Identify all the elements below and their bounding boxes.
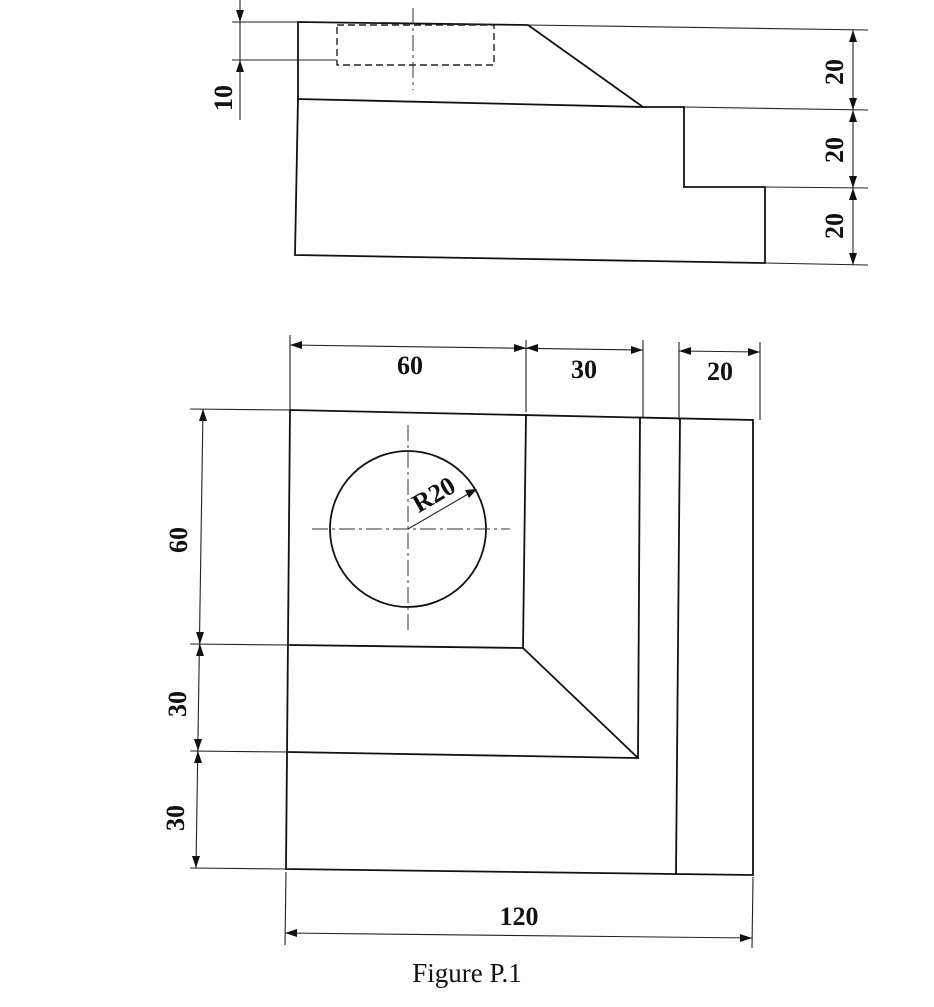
dim-right-ext-1 (527, 24, 869, 31)
dim-upper-height-label: 60 (164, 527, 193, 553)
dim-top-arrow-5 (679, 347, 691, 355)
dim-total-width-label: 120 (500, 902, 539, 931)
dim-middle-width-label: 30 (571, 355, 597, 384)
dim-right-arrow-5 (849, 188, 857, 200)
dim-right-width-label: 20 (707, 357, 733, 386)
dim-left-arrow-1 (199, 409, 207, 421)
top-view-outline (285, 409, 754, 876)
dim-right-arrow-3 (849, 110, 857, 122)
dim-hole-depth-label: 10 (209, 85, 238, 111)
dim-top-arrow-1 (290, 341, 302, 349)
radius-arrow (465, 489, 477, 498)
dim-bottom-ext-1 (284, 871, 287, 946)
dim-top-line-1 (289, 344, 644, 351)
dim-bottom-arrow-1 (285, 929, 297, 937)
dim-left-ext-4 (189, 867, 287, 870)
radius-leader (407, 489, 476, 530)
top-view-chamfer-line (521, 646, 640, 760)
top-view: R20 60 30 20 60 30 30 (161, 335, 761, 949)
dim-right-ext-2 (683, 106, 869, 111)
dim-middle-step-label: 20 (820, 137, 849, 163)
dim-left-ext-2 (189, 643, 291, 646)
dim-right-arrow-2 (849, 98, 857, 110)
dim-left-arrow-2 (196, 632, 204, 644)
hidden-hole-outline (336, 24, 495, 66)
dim-10-arrow-bottom (236, 60, 244, 72)
figure-caption: Figure P.1 (412, 958, 522, 988)
dim-left-arrow-3 (196, 644, 204, 656)
dim-middle-height-label: 30 (163, 691, 192, 717)
dim-right-arrow-6 (849, 253, 857, 265)
dim-left-ext-3 (189, 750, 289, 753)
dim-right-ext-4 (764, 262, 869, 266)
dim-bottom-step-label: 20 (820, 213, 849, 239)
dim-left-arrow-5 (194, 751, 202, 763)
dim-left-ext-1 (189, 408, 291, 411)
dim-left-arrow-6 (192, 856, 200, 868)
dim-top-line-2 (678, 350, 761, 353)
front-view-outline (294, 21, 766, 264)
dim-top-arrow-6 (748, 348, 760, 356)
dim-left-arrow-4 (194, 739, 202, 751)
dim-top-arrow-2 (514, 344, 526, 352)
dim-right-arrow-1 (849, 30, 857, 42)
dim-top-step-label: 20 (820, 59, 849, 85)
dim-left-width-label: 60 (397, 351, 423, 380)
dim-right-arrow-4 (849, 176, 857, 188)
front-view: 10 20 20 20 (209, 0, 869, 266)
dim-10-arrow-top (236, 10, 244, 22)
dim-bottom-ext-2 (751, 876, 754, 949)
front-view-step-line (297, 98, 644, 108)
dim-lower-height-label: 30 (161, 805, 190, 831)
dim-bottom-arrow-2 (740, 934, 752, 942)
dim-top-arrow-4 (631, 346, 643, 354)
dim-bottom-line (284, 932, 753, 939)
top-view-inner-square (289, 414, 527, 649)
top-view-vertical-100 (675, 419, 681, 875)
top-view-step-line (287, 751, 639, 759)
top-view-vertical-90 (637, 417, 641, 759)
radius-label: R20 (407, 471, 460, 519)
dim-right-ext-3 (764, 186, 869, 189)
dim-top-arrow-3 (526, 344, 538, 352)
